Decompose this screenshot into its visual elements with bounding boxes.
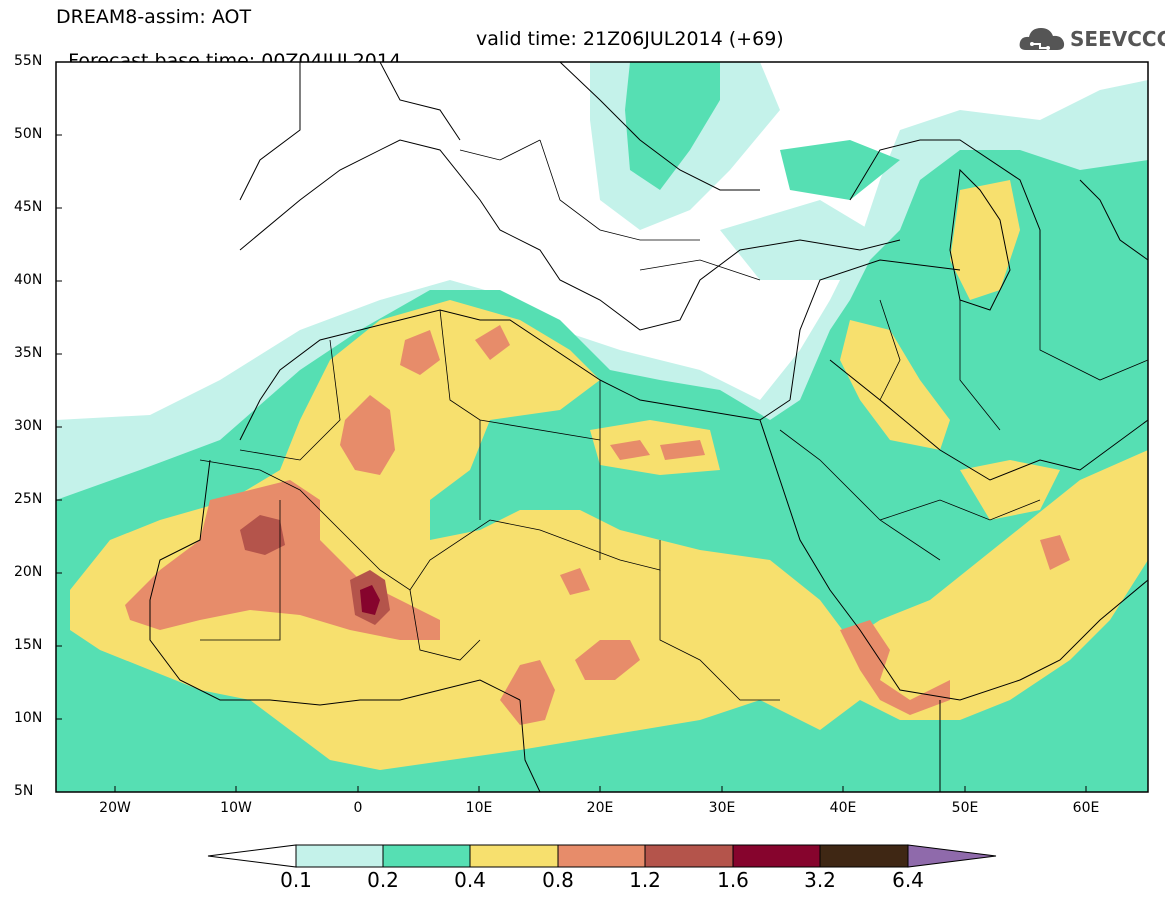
colorbar-bin-4: [557, 844, 646, 868]
brand-logo: SEEVCCC: [1018, 22, 1165, 56]
lat-label: 15N: [14, 637, 43, 653]
colorbar-bin-1: [295, 844, 384, 868]
aot-contour-level6: [360, 585, 380, 615]
valid-time: valid time: 21Z06JUL2014 (+69): [476, 28, 784, 50]
colorbar-bin-6: [732, 844, 821, 868]
lon-label: 40E: [829, 800, 857, 816]
colorbar-bin-5: [644, 844, 734, 868]
lat-label: 35N: [14, 345, 43, 361]
lon-label: 0: [353, 800, 363, 816]
colorbar: [207, 844, 997, 868]
lat-label: 25N: [14, 491, 43, 507]
colorbar-label: 1.2: [629, 868, 661, 892]
map-title: DREAM8-assim: AOT: [56, 6, 252, 28]
lat-label: 5N: [14, 783, 34, 799]
colorbar-bin-2: [382, 844, 471, 868]
lat-label: 40N: [14, 272, 43, 288]
colorbar-arrow-right: [907, 844, 997, 868]
aot-field: [56, 62, 1148, 792]
lon-label: 60E: [1072, 800, 1100, 816]
colorbar-label: 0.8: [542, 868, 574, 892]
cloud-logo-icon: [1019, 28, 1065, 50]
colorbar-label: 0.2: [367, 868, 399, 892]
lon-label: 10W: [220, 800, 252, 816]
colorbar-arrow-left: [207, 844, 297, 868]
colorbar-label: 1.6: [717, 868, 749, 892]
brand-name: SEEVCCC: [1070, 27, 1165, 51]
lat-label: 50N: [14, 126, 43, 142]
colorbar-bin-7: [819, 844, 909, 868]
lon-label: 50E: [951, 800, 979, 816]
axis-ticks: [56, 61, 1087, 793]
lon-label: 20W: [99, 800, 131, 816]
colorbar-bin-3: [469, 844, 559, 868]
lat-label: 45N: [14, 199, 43, 215]
lat-label: 20N: [14, 564, 43, 580]
lon-label: 10E: [465, 800, 493, 816]
colorbar-label: 0.4: [454, 868, 486, 892]
colorbar-label: 0.1: [280, 868, 312, 892]
colorbar-label: 3.2: [804, 868, 836, 892]
borders: [199, 139, 1148, 701]
colorbar-label: 6.4: [892, 868, 924, 892]
lat-label: 55N: [14, 53, 43, 69]
lat-label: 10N: [14, 710, 43, 726]
lon-label: 20E: [586, 800, 614, 816]
lat-label: 30N: [14, 418, 43, 434]
lon-label: 30E: [708, 800, 736, 816]
